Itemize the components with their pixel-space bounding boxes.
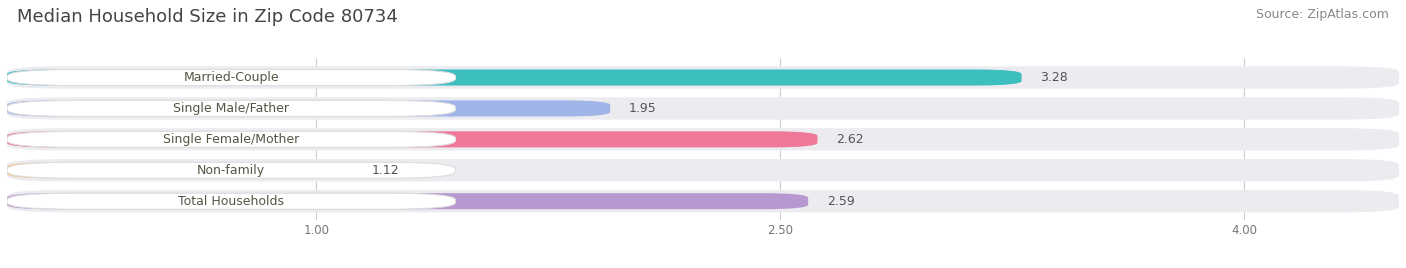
FancyBboxPatch shape [7, 131, 456, 147]
Text: Total Households: Total Households [179, 195, 284, 208]
Text: 2.62: 2.62 [837, 133, 863, 146]
FancyBboxPatch shape [7, 100, 456, 117]
FancyBboxPatch shape [7, 128, 1399, 151]
FancyBboxPatch shape [7, 66, 1399, 89]
Text: 3.28: 3.28 [1040, 71, 1069, 84]
FancyBboxPatch shape [7, 193, 456, 209]
FancyBboxPatch shape [7, 159, 1399, 181]
FancyBboxPatch shape [7, 190, 1399, 212]
FancyBboxPatch shape [7, 69, 1022, 85]
FancyBboxPatch shape [7, 69, 456, 85]
Text: 2.59: 2.59 [827, 195, 855, 208]
FancyBboxPatch shape [7, 97, 1399, 120]
Text: Married-Couple: Married-Couple [183, 71, 280, 84]
FancyBboxPatch shape [7, 193, 808, 209]
Text: Median Household Size in Zip Code 80734: Median Household Size in Zip Code 80734 [17, 8, 398, 26]
FancyBboxPatch shape [7, 100, 610, 117]
Text: Source: ZipAtlas.com: Source: ZipAtlas.com [1256, 8, 1389, 21]
Text: Non-family: Non-family [197, 164, 266, 177]
Text: Single Male/Father: Single Male/Father [173, 102, 290, 115]
Text: Single Female/Mother: Single Female/Mother [163, 133, 299, 146]
FancyBboxPatch shape [7, 131, 817, 147]
FancyBboxPatch shape [7, 162, 456, 178]
FancyBboxPatch shape [7, 162, 353, 178]
Text: 1.95: 1.95 [628, 102, 657, 115]
Text: 1.12: 1.12 [373, 164, 399, 177]
